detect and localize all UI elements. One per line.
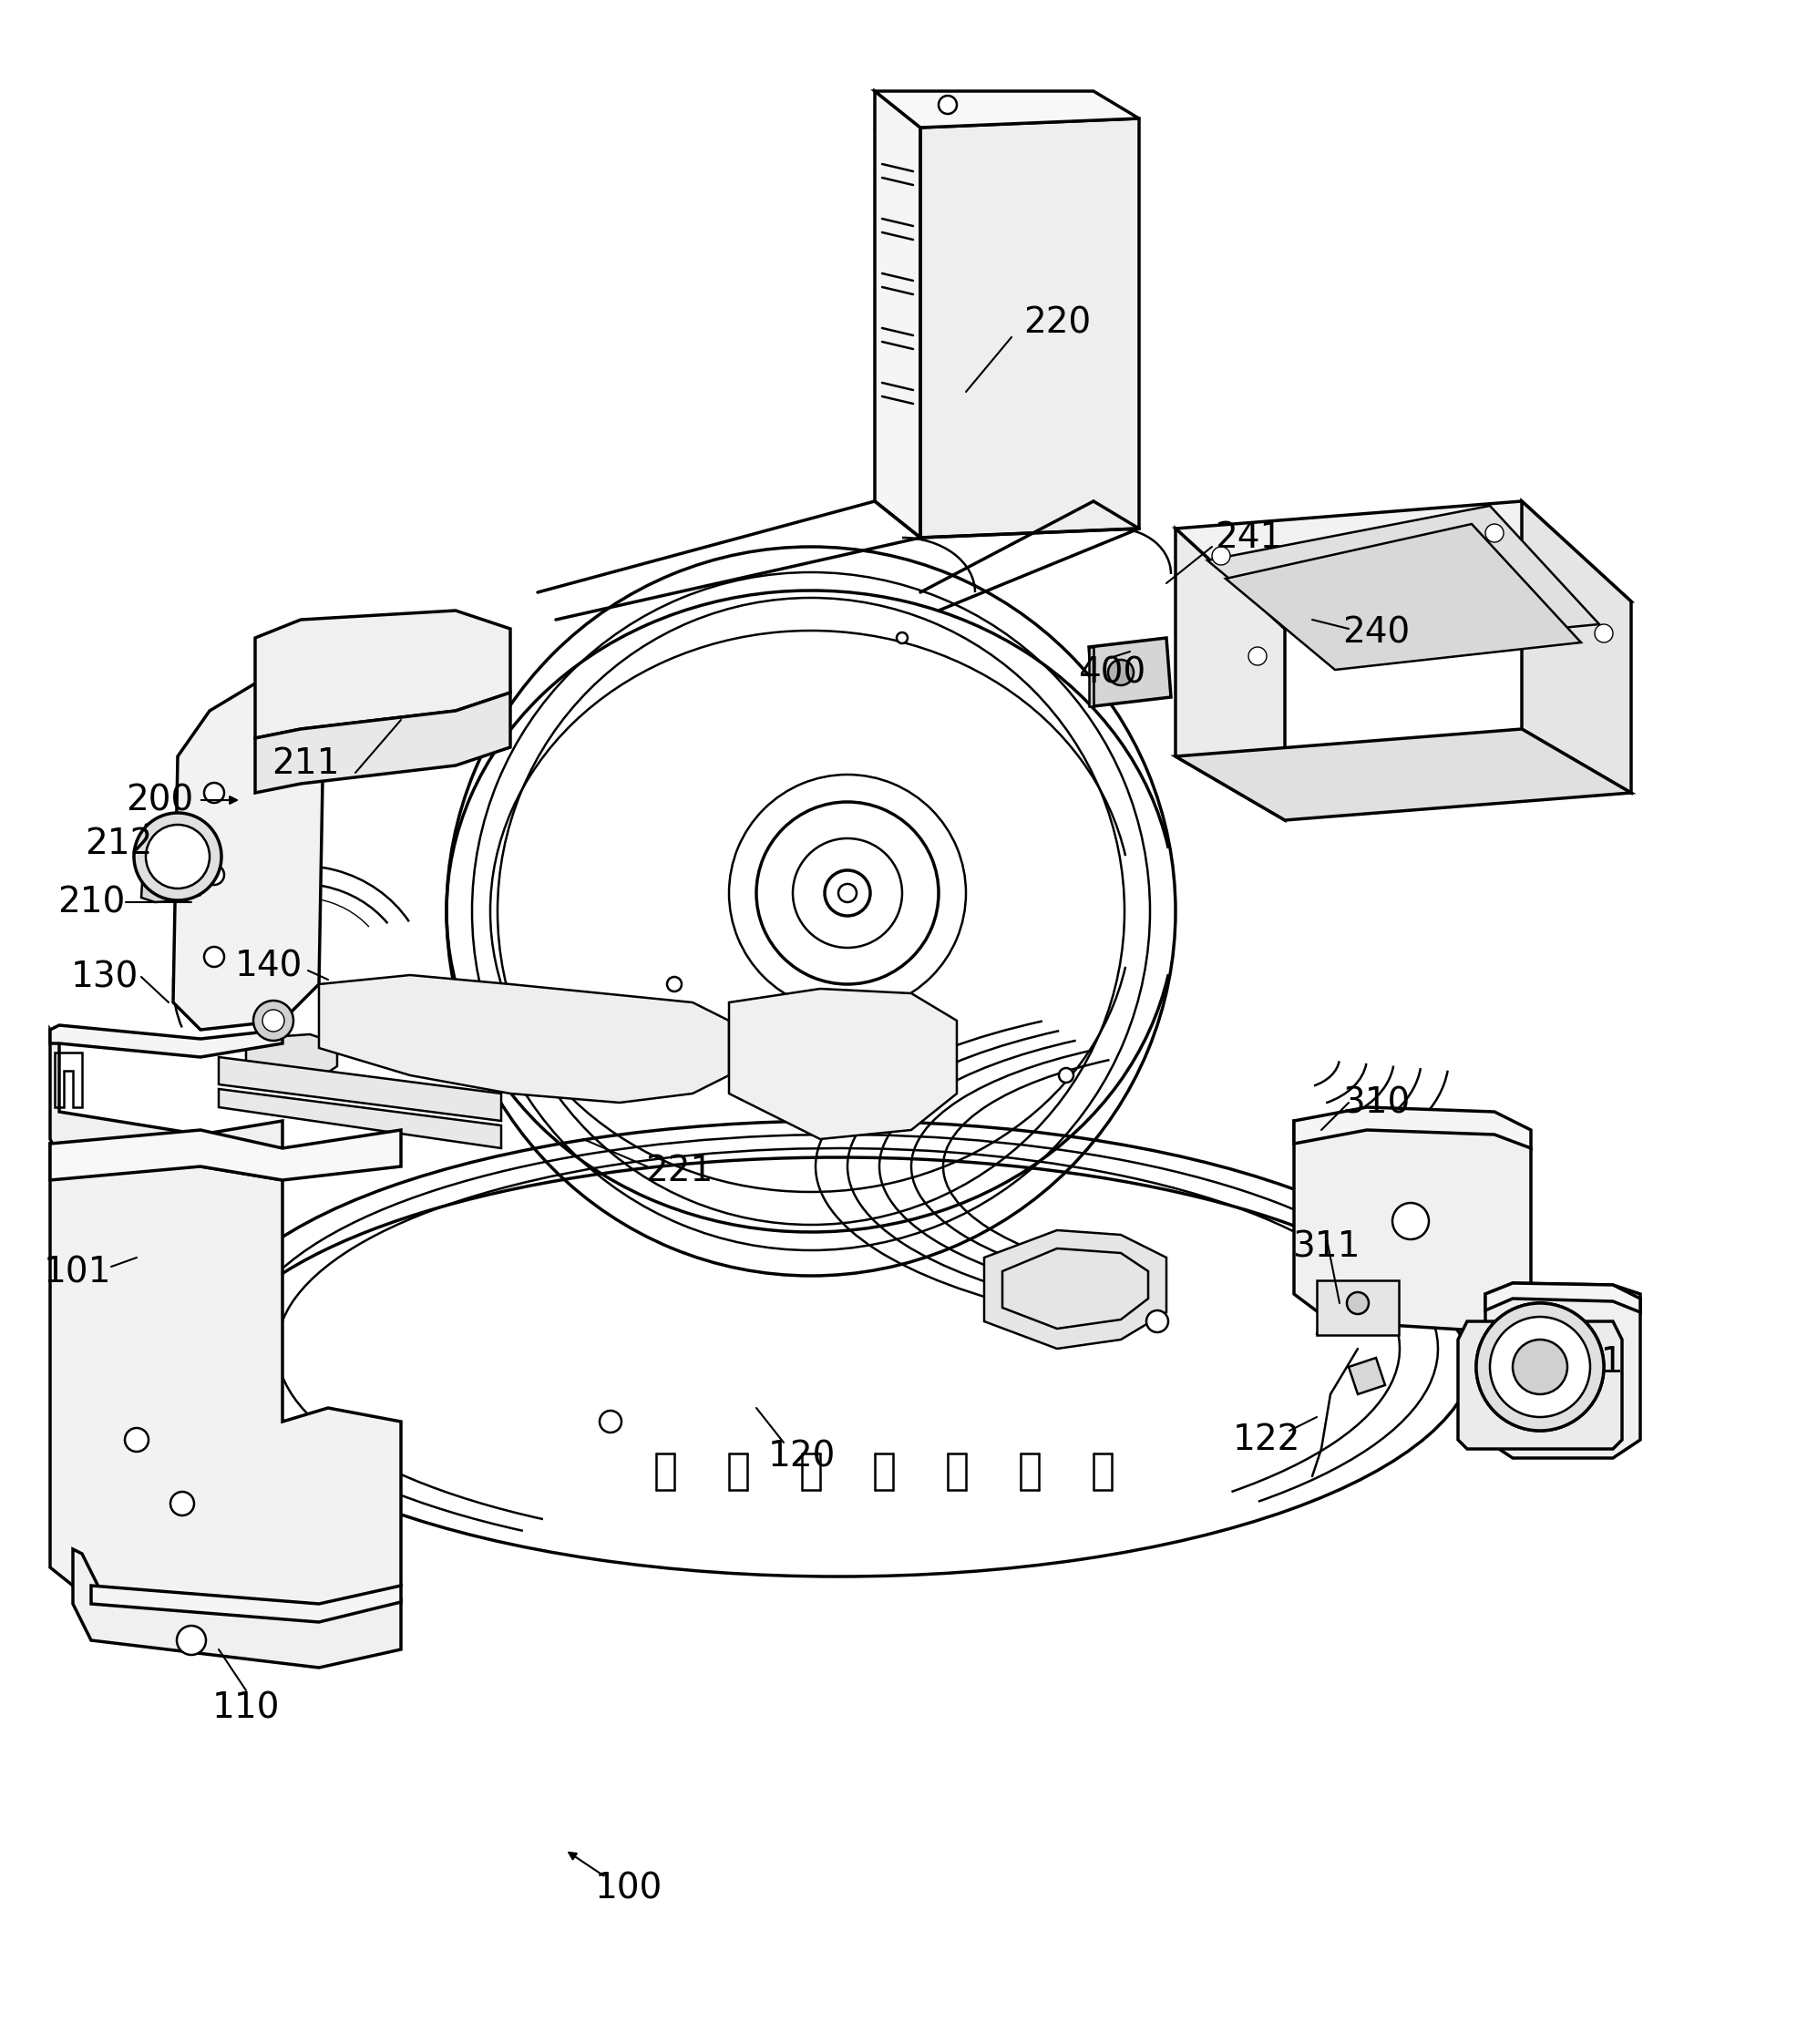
Polygon shape <box>219 1089 501 1149</box>
Polygon shape <box>875 92 1139 127</box>
Circle shape <box>839 883 857 901</box>
Polygon shape <box>50 1030 282 1171</box>
Polygon shape <box>985 1230 1166 1349</box>
Text: 220: 220 <box>1022 307 1091 341</box>
Text: 240: 240 <box>1342 615 1411 650</box>
Polygon shape <box>1175 501 1632 630</box>
Circle shape <box>1109 660 1134 685</box>
Text: 210: 210 <box>58 885 126 920</box>
Text: 101: 101 <box>43 1255 111 1290</box>
Polygon shape <box>255 611 510 738</box>
Circle shape <box>1146 1310 1168 1333</box>
Text: 122: 122 <box>1233 1423 1301 1457</box>
Polygon shape <box>1089 638 1172 707</box>
Circle shape <box>938 96 956 114</box>
Circle shape <box>176 1625 207 1656</box>
Text: 241: 241 <box>1215 521 1283 556</box>
Polygon shape <box>730 989 956 1139</box>
Circle shape <box>205 783 225 803</box>
Polygon shape <box>50 1145 401 1613</box>
Text: 400: 400 <box>1078 656 1145 689</box>
Text: 221: 221 <box>645 1153 713 1188</box>
Text: 310: 310 <box>1342 1085 1411 1120</box>
Polygon shape <box>1294 1108 1531 1149</box>
Polygon shape <box>50 1130 401 1179</box>
Text: 120: 120 <box>767 1439 836 1474</box>
Polygon shape <box>875 92 920 538</box>
Circle shape <box>1594 623 1614 642</box>
Polygon shape <box>255 693 510 793</box>
Polygon shape <box>142 820 201 901</box>
Polygon shape <box>219 1057 501 1120</box>
Circle shape <box>146 824 210 889</box>
Circle shape <box>253 1002 293 1040</box>
Polygon shape <box>1175 730 1632 820</box>
Circle shape <box>262 1010 284 1032</box>
Circle shape <box>171 1492 194 1515</box>
Circle shape <box>897 632 907 644</box>
Polygon shape <box>173 683 323 1030</box>
Polygon shape <box>74 1549 401 1668</box>
Text: 211: 211 <box>271 746 340 781</box>
Polygon shape <box>50 1026 282 1057</box>
Polygon shape <box>1294 1116 1531 1331</box>
Circle shape <box>124 1429 149 1451</box>
Polygon shape <box>1522 501 1632 793</box>
Text: 200: 200 <box>126 783 194 818</box>
Circle shape <box>1393 1202 1429 1239</box>
Text: 121: 121 <box>1556 1345 1624 1380</box>
Text: 130: 130 <box>70 959 138 993</box>
Circle shape <box>1477 1304 1603 1431</box>
Text: 110: 110 <box>212 1690 280 1725</box>
Circle shape <box>1211 546 1231 564</box>
Polygon shape <box>1089 648 1094 707</box>
Circle shape <box>825 871 870 916</box>
Polygon shape <box>1457 1320 1623 1449</box>
Circle shape <box>135 814 221 899</box>
Circle shape <box>1486 523 1504 542</box>
Circle shape <box>1249 648 1267 664</box>
Circle shape <box>1058 1069 1073 1083</box>
Text: 212: 212 <box>84 826 153 861</box>
Circle shape <box>205 865 225 885</box>
Polygon shape <box>246 1034 338 1085</box>
Polygon shape <box>92 1586 401 1623</box>
Polygon shape <box>1208 505 1599 652</box>
Polygon shape <box>1226 523 1581 670</box>
Text: 311: 311 <box>1292 1228 1360 1263</box>
Circle shape <box>600 1410 622 1433</box>
Circle shape <box>1513 1339 1567 1394</box>
Polygon shape <box>920 119 1139 538</box>
Polygon shape <box>1317 1280 1398 1335</box>
Polygon shape <box>1486 1284 1641 1457</box>
Text: 140: 140 <box>235 948 302 983</box>
Circle shape <box>1346 1292 1369 1314</box>
Circle shape <box>1490 1316 1590 1416</box>
Polygon shape <box>1350 1357 1385 1394</box>
Polygon shape <box>318 975 730 1102</box>
Circle shape <box>1490 1316 1590 1416</box>
Text: 100: 100 <box>595 1870 663 1905</box>
Polygon shape <box>1175 529 1285 820</box>
Circle shape <box>667 977 681 991</box>
Polygon shape <box>1486 1284 1641 1312</box>
Circle shape <box>1513 1339 1567 1394</box>
Circle shape <box>1477 1304 1603 1431</box>
Circle shape <box>205 946 225 967</box>
